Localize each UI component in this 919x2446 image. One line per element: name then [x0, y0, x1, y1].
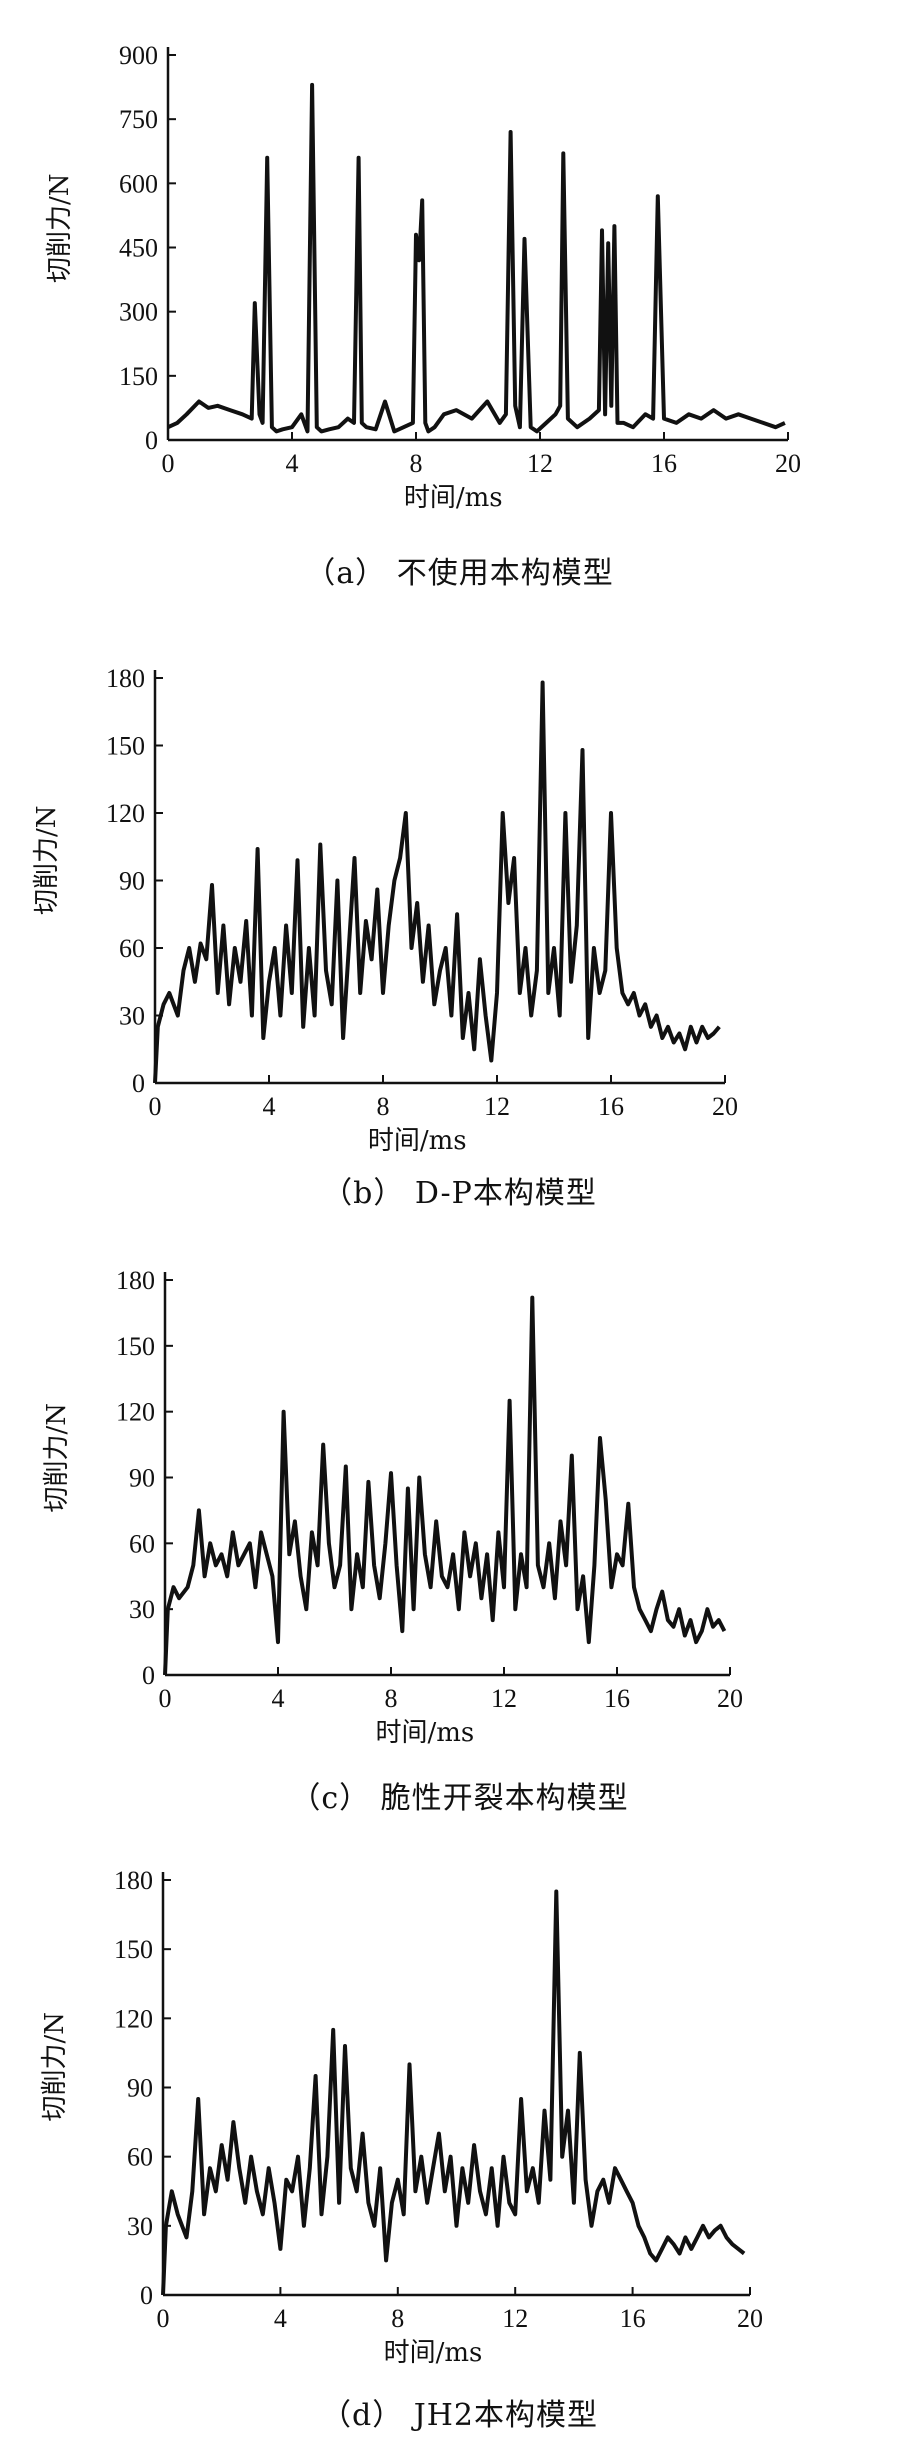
chart-d-x-tick-label: 4: [274, 2304, 287, 2333]
chart-c-x-tick-label: 20: [717, 1684, 743, 1713]
chart-d-y-tick-label: 150: [114, 1935, 153, 1964]
chart-a-y-tick-label: 300: [119, 298, 158, 327]
chart-c-x-tick-label: 12: [491, 1684, 517, 1713]
chart-d-y-tick-label: 90: [127, 2074, 153, 2103]
chart-b-x-tick-label: 8: [377, 1092, 390, 1121]
chart-b-x-tick-label: 4: [263, 1092, 276, 1121]
chart-c-x-tick-label: 16: [604, 1684, 630, 1713]
chart-c-x-axis-label: 时间/ms: [376, 1718, 475, 1748]
chart-d-series-line: [161, 1889, 746, 2296]
chart-a-y-tick-label: 0: [145, 426, 158, 455]
chart-a-caption: （a） 不使用本构模型: [305, 556, 614, 591]
chart-d-x-axis-label: 时间/ms: [384, 2338, 483, 2368]
chart-a-x-tick-label: 8: [410, 449, 423, 478]
chart-c-x-tick-label: 0: [159, 1684, 172, 1713]
chart-a-plot: 0 150 300 450 600 750 900 0 4 8 12 16 20 时间/ms 切削力/N: [45, 41, 801, 513]
chart-c-y-tick-label: 150: [116, 1332, 155, 1361]
chart-c-y-tick-label: 180: [116, 1266, 155, 1295]
chart-b-y-tick-label: 90: [119, 867, 145, 896]
chart-c-series-line: [163, 1295, 727, 1676]
chart-b-series-line: [153, 680, 721, 1084]
chart-c-x-tick-label: 8: [385, 1684, 398, 1713]
chart-d-x-tick-label: 0: [157, 2304, 170, 2333]
chart-b-x-tick-label: 12: [484, 1092, 510, 1121]
chart-a-x-tick-label: 16: [651, 449, 677, 478]
chart-a-y-tick-label: 900: [119, 41, 158, 70]
chart-b-y-tick-label: 120: [106, 799, 145, 828]
chart-d-y-axis-label: 切削力/N: [40, 2012, 70, 2122]
chart-c-caption: （c） 脆性开裂本构模型: [290, 1781, 629, 1816]
chart-d-x-tick-label: 12: [502, 2304, 528, 2333]
chart-b-plot: 0 30 60 90 120 150 180 0 4 8 12 16 20 时间/ms 切削力/N: [32, 664, 738, 1156]
chart-c-y-axis-label: 切削力/N: [42, 1403, 72, 1513]
chart-d-plot: 0 30 60 90 120 150 180 0 4 8 12 16 20 时间/ms 切削力/N: [40, 1866, 763, 2368]
chart-d-y-tick-label: 0: [140, 2281, 153, 2310]
chart-d-x-tick-label: 16: [620, 2304, 646, 2333]
chart-b-y-tick-label: 30: [119, 1002, 145, 1031]
chart-d-y-tick-label: 30: [127, 2212, 153, 2241]
chart-a-y-tick-label: 150: [119, 362, 158, 391]
chart-b-y-axis-label: 切削力/N: [32, 805, 62, 915]
chart-d-caption: （d） JH2本构模型: [320, 2398, 598, 2433]
chart-c-y-tick-label: 90: [129, 1464, 155, 1493]
chart-a-x-tick-label: 0: [162, 449, 175, 478]
chart-d-y-tick-label: 120: [114, 2004, 153, 2033]
chart-a-x-tick-label: 20: [775, 449, 801, 478]
chart-a-x-tick-label: 4: [286, 449, 299, 478]
chart-c-plot: 0 30 60 90 120 150 180 0 4 8 12 16 20 时间/ms 切削力/N: [42, 1266, 743, 1748]
chart-d-y-tick-label: 180: [114, 1866, 153, 1895]
chart-a-x-axis-label: 时间/ms: [404, 483, 503, 513]
chart-d-x-tick-label: 8: [391, 2304, 404, 2333]
chart-b-y-tick-label: 60: [119, 934, 145, 963]
chart-b-y-tick-label: 180: [106, 664, 145, 693]
chart-c-y-tick-label: 30: [129, 1595, 155, 1624]
chart-panel-c: 0 30 60 90 120 150 180 0 4 8 12 16 20 时间/ms 切削力/N （c） …: [0, 1235, 919, 1825]
chart-b-x-axis-label: 时间/ms: [368, 1126, 467, 1156]
chart-d-x-tick-label: 20: [737, 2304, 763, 2333]
chart-panel-b: 0 30 60 90 120 150 180 0 4 8 12 16 20 时间/ms 切削力/N （b） …: [0, 620, 919, 1220]
chart-a-y-axis-label: 切削力/N: [45, 173, 75, 283]
chart-b-caption: （b） D-P本构模型: [322, 1176, 597, 1211]
chart-b-x-tick-label: 0: [149, 1092, 162, 1121]
chart-b-x-tick-label: 16: [598, 1092, 624, 1121]
chart-c-y-tick-label: 60: [129, 1529, 155, 1558]
chart-c-y-tick-label: 120: [116, 1398, 155, 1427]
chart-a-x-tick-label: 12: [527, 449, 553, 478]
chart-b-x-tick-label: 20: [712, 1092, 738, 1121]
chart-a-y-tick-label: 600: [119, 169, 158, 198]
chart-a-series-line: [167, 82, 786, 434]
chart-panel-d: 0 30 60 90 120 150 180 0 4 8 12 16 20 时间/ms 切削力/N （d） …: [0, 1840, 919, 2440]
chart-a-y-tick-label: 750: [119, 105, 158, 134]
chart-c-x-tick-label: 4: [272, 1684, 285, 1713]
chart-a-y-tick-label: 450: [119, 234, 158, 263]
chart-panel-a: 0 150 300 450 600 750 900 0 4 8 12 16 20 时间/ms 切削力/N （…: [0, 0, 919, 600]
chart-d-y-tick-label: 60: [127, 2143, 153, 2172]
chart-c-y-tick-label: 0: [142, 1661, 155, 1690]
chart-b-y-tick-label: 0: [132, 1069, 145, 1098]
chart-b-y-tick-label: 150: [106, 732, 145, 761]
